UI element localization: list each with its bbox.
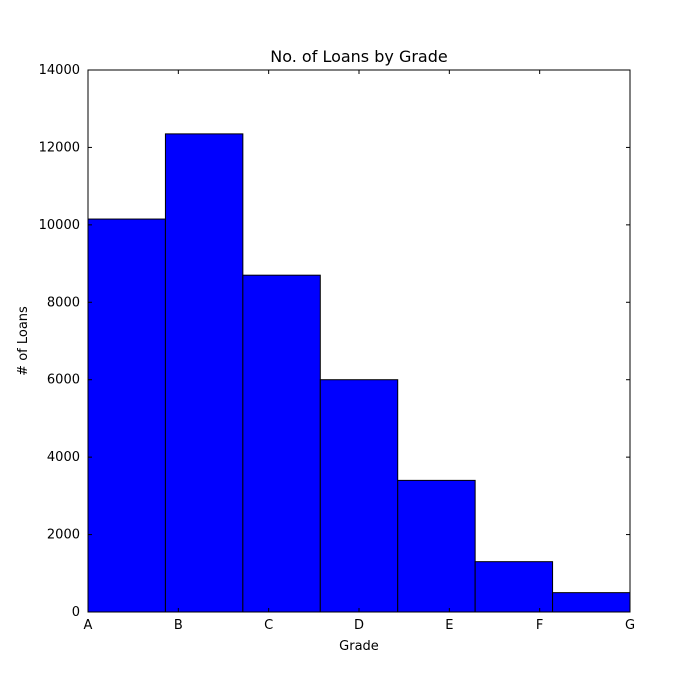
- y-tick-label-14000: 14000: [39, 63, 80, 78]
- bar-1: [87, 218, 166, 613]
- y-tick-label-0: 0: [72, 605, 80, 620]
- y-tick-label-2000: 2000: [47, 528, 80, 543]
- x-tick-label-E: E: [445, 618, 453, 633]
- bar-6: [474, 561, 554, 613]
- chart-title: No. of Loans by Grade: [270, 47, 447, 66]
- x-tick-label-D: D: [354, 618, 364, 633]
- x-tick-label-B: B: [174, 618, 183, 633]
- bar-3: [242, 274, 321, 613]
- y-axis-label: # of Loans: [16, 306, 31, 376]
- plot-frame: [87, 69, 631, 613]
- bar-7: [552, 592, 631, 613]
- bar-2: [164, 133, 244, 613]
- bars-layer: [87, 133, 631, 613]
- x-axis-label: Grade: [339, 639, 379, 654]
- y-tick-label-12000: 12000: [39, 140, 80, 155]
- y-tick-label-4000: 4000: [47, 450, 80, 465]
- bar-5: [397, 479, 476, 613]
- y-tick-label-8000: 8000: [47, 295, 80, 310]
- y-tick-label-6000: 6000: [47, 373, 80, 388]
- x-tick-label-A: A: [84, 618, 93, 633]
- x-tick-label-F: F: [536, 618, 543, 633]
- x-tick-label-C: C: [264, 618, 273, 633]
- bar-4: [319, 379, 399, 613]
- y-tick-label-10000: 10000: [39, 218, 80, 233]
- x-tick-label-G: G: [625, 618, 635, 633]
- ticks-layer: 0 2000 4000 6000 8000 10000 12000 14000 A B C D E F G: [39, 63, 635, 633]
